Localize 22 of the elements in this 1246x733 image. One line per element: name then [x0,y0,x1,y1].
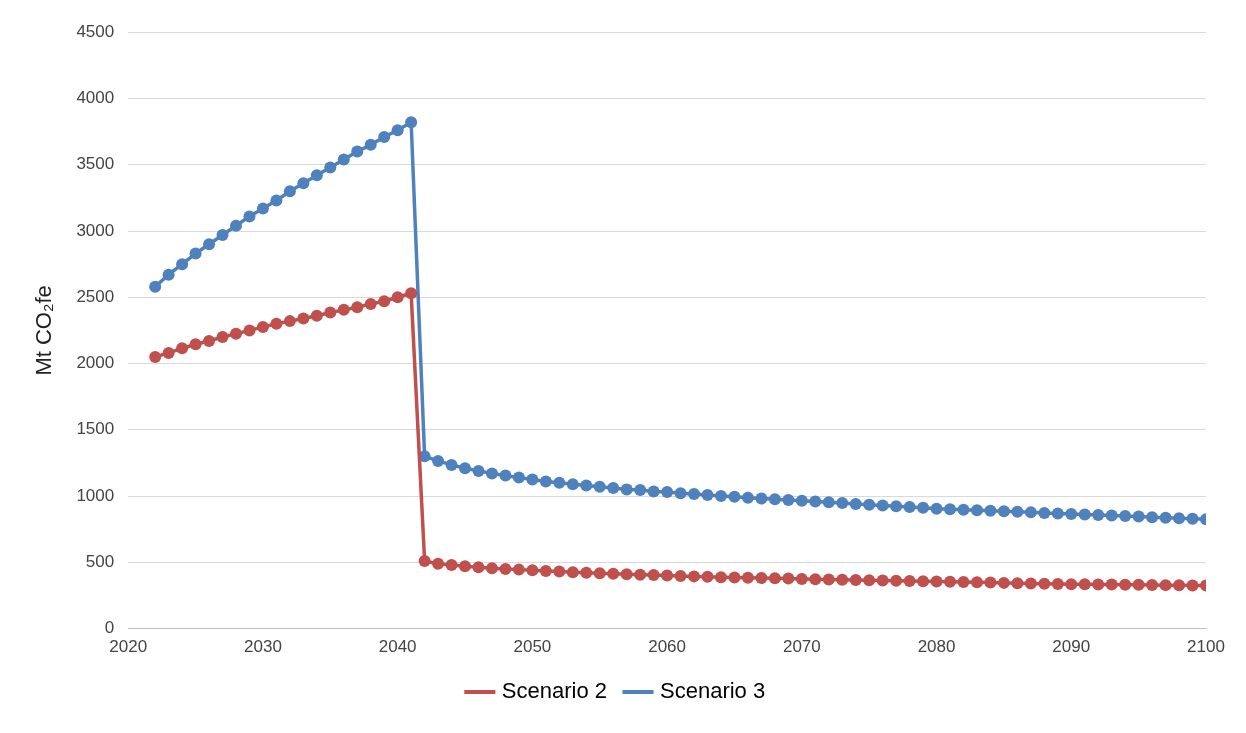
x-tick-label: 2020 [109,637,148,657]
x-tick-label: 2100 [1187,637,1225,657]
x-tick-label: 2050 [513,637,552,657]
y-tick-label: 2000 [76,353,115,373]
x-tick-label: 2090 [1052,637,1091,657]
y-tick-label: 4000 [76,88,115,108]
y-tick-label: 1000 [76,485,115,505]
legend-label: Scenario 2 [501,678,608,704]
x-tick-label: 2080 [917,637,956,657]
y-tick-label: 3500 [76,154,115,174]
y-tick-label: 0 [104,618,115,638]
y-tick-label: 2500 [76,286,115,306]
x-tick-label: 2070 [782,637,821,657]
y-tick-label: 4500 [76,21,115,41]
legend-label: Scenario 3 [660,678,766,704]
y-tick-label: 1500 [76,419,115,439]
y-tick-label: 500 [85,552,115,572]
x-tick-label: 2030 [244,637,282,657]
x-tick-label: 2060 [648,637,687,657]
y-tick-label: 3000 [76,220,115,240]
y-axis-title: Mt CO₂fe [31,285,57,376]
x-tick-label: 2040 [378,637,417,657]
